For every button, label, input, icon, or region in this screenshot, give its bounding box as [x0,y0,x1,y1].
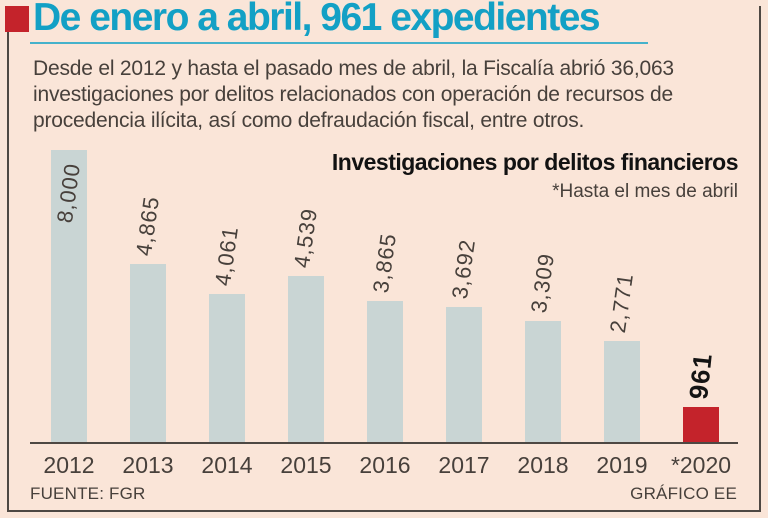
chart-title: Investigaciones por delitos financieros [331,149,739,175]
bar-2017 [446,307,482,442]
bar-value-label-2013: 4,865 [130,194,165,258]
bar-value-label-2014: 4,061 [209,224,244,288]
bar-2016 [367,301,403,442]
bar-2018 [525,321,561,442]
x-axis-label-2012: 2012 [43,452,95,478]
x-axis-label-2016: 2016 [359,452,411,478]
x-axis-label-2020: *2020 [670,452,732,478]
bar-value-label-2016: 3,865 [367,231,402,295]
bar-value-label-2015: 4,539 [288,206,323,270]
x-axis-label-2015: 2015 [280,452,332,478]
bar-value-label-2020: 961 [683,351,718,401]
subtitle: Desde el 2012 y hasta el pasado mes de a… [33,56,674,134]
subtitle-line-2: investigaciones por delitos relacionados… [33,83,673,106]
bar-2013 [130,264,166,442]
page-title: De enero a abril, 961 expedientes [33,0,601,39]
bar-chart: 8,000 2012 4,865 2013 4,061 2014 4,539 2015 3,86… [30,150,738,478]
graphic-credit: GRÁFICO EE [630,484,737,503]
bar-value-label-2017: 3,692 [446,237,481,301]
x-axis-label-2014: 2014 [201,452,253,478]
bar-2012 [51,150,87,442]
title-accent-square [5,6,29,32]
title-underline [30,42,648,44]
source-credit: FUENTE: FGR [30,484,146,503]
x-axis-label-2013: 2013 [122,452,174,478]
chart-footnote: *Hasta el mes de abril [552,181,738,202]
x-axis-label-2017: 2017 [438,452,490,478]
bar-2019 [604,341,640,442]
bar-value-label-2019: 2,771 [604,271,639,335]
x-axis-label-2018: 2018 [517,452,569,478]
bar-2015 [288,276,324,442]
x-axis-label-2019: 2019 [596,452,648,478]
subtitle-line-1: Desde el 2012 y hasta el pasado mes de a… [33,57,674,80]
subtitle-line-3: procedencia ilícita, así como defraudaci… [33,109,585,132]
bar-value-label-2018: 3,309 [525,251,560,315]
bar-2014 [209,294,245,442]
bar-2020 [683,407,719,442]
